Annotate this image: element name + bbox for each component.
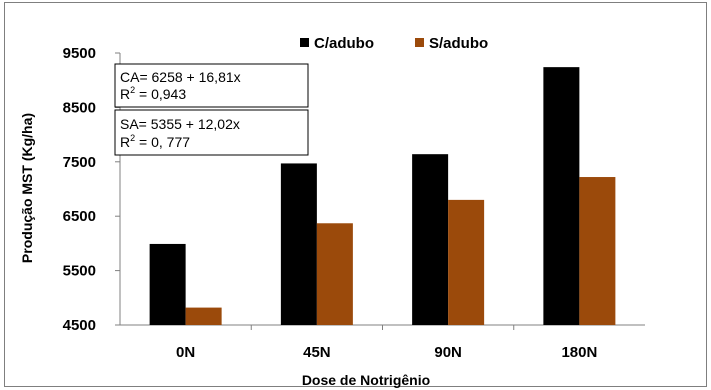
- y-tick-label: 8500: [63, 99, 96, 116]
- x-tick-label: 45N: [303, 344, 331, 361]
- bar-s-adubo-180n: [579, 177, 616, 325]
- bar-c-adubo-90n: [412, 154, 449, 325]
- annotation-ca-box: [114, 63, 309, 108]
- x-tick-label: 180N: [561, 344, 597, 361]
- legend-swatch-s-adubo: [415, 38, 424, 47]
- annotation-ca-r2: R2 = 0,943: [120, 85, 186, 102]
- y-axis-title: Produção MST (Kg/ha): [19, 113, 35, 263]
- bars: [149, 67, 616, 326]
- legend-swatch-c-adubo: [300, 38, 309, 47]
- annotation-sa-equation: SA= 5355 + 12,02x: [120, 116, 240, 132]
- legend: C/adubo S/adubo: [300, 35, 488, 52]
- x-tick-label: 90N: [434, 344, 462, 361]
- legend-label-c-adubo: C/adubo: [314, 35, 374, 52]
- y-tick-label: 9500: [63, 45, 96, 62]
- annotation-sa: SA= 5355 + 12,02x R2 = 0, 777: [114, 109, 309, 156]
- bar-s-adubo-0n: [185, 307, 222, 325]
- annotation-sa-box: [114, 109, 309, 156]
- bar-s-adubo-45n: [316, 223, 353, 325]
- bar-s-adubo-90n: [448, 199, 485, 325]
- annotation-ca: CA= 6258 + 16,81x R2 = 0,943: [114, 63, 309, 108]
- y-tick-label: 6500: [63, 208, 96, 225]
- x-ticks: 0N 45N 90N 180N: [176, 325, 597, 361]
- legend-label-s-adubo: S/adubo: [429, 35, 488, 52]
- annotation-sa-r2: R2 = 0, 777: [120, 133, 190, 150]
- y-tick-label: 5500: [63, 263, 96, 280]
- bar-c-adubo-180n: [543, 67, 580, 326]
- annotation-ca-equation: CA= 6258 + 16,81x: [120, 69, 241, 85]
- chart-frame: [4, 2, 707, 387]
- x-axis-title: Dose de Notrigênio: [302, 372, 430, 388]
- x-tick-label: 0N: [176, 344, 195, 361]
- bar-c-adubo-0n: [149, 243, 186, 325]
- y-tick-label: 4500: [63, 317, 96, 334]
- bar-c-adubo-45n: [280, 163, 317, 325]
- y-tick-label: 7500: [63, 154, 96, 171]
- y-ticks: 9500 8500 7500 6500 5500 4500: [63, 45, 120, 334]
